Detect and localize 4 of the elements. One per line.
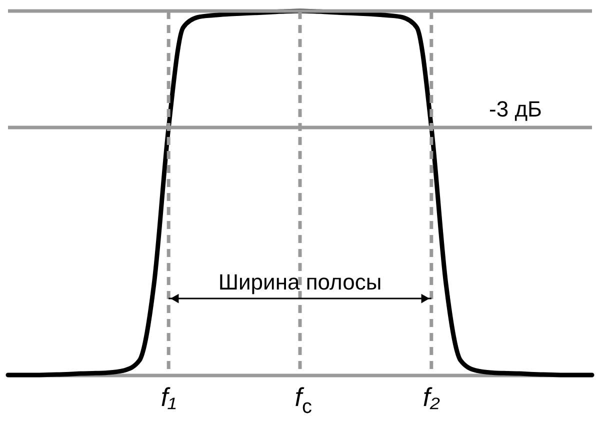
ref-line-label: -3 дБ (489, 96, 542, 122)
x-tick-label: f₂ (422, 382, 440, 412)
x-tick-label: f₁ (160, 382, 176, 412)
annotation: Ширина полосы (218, 270, 382, 295)
